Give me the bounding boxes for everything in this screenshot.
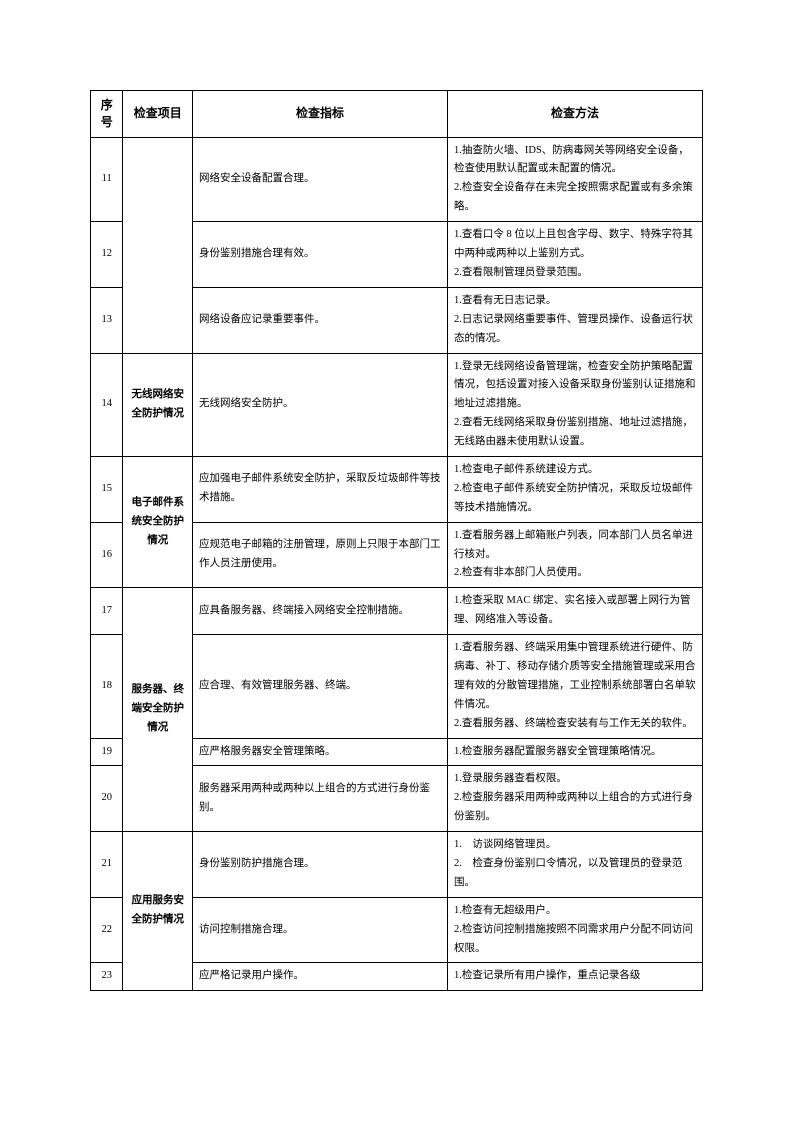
method-cell: 1. 访谈网络管理员。 2. 检查身份鉴别口令情况，以及管理员的登录范围。 — [447, 832, 702, 898]
table-row: 13 网络设备应记录重要事件。 1.查看有无日志记录。 2.日志记录网络重要事件… — [91, 287, 703, 353]
inspection-table: 序号 检查项目 检查指标 检查方法 11 网络安全设备配置合理。 1.抽查防火墙… — [90, 90, 703, 991]
item-cell: 无线网络安全防护情况 — [123, 353, 193, 456]
method-cell: 1.查看服务器上邮箱账户列表，同本部门人员名单进行核对。 2.检查有非本部门人员… — [447, 522, 702, 588]
indicator-cell: 身份鉴别防护措施合理。 — [192, 832, 447, 898]
indicator-cell: 应严格服务器安全管理策略。 — [192, 738, 447, 766]
table-header-row: 序号 检查项目 检查指标 检查方法 — [91, 91, 703, 138]
seq-cell: 13 — [91, 287, 123, 353]
seq-cell: 15 — [91, 456, 123, 522]
seq-cell: 20 — [91, 766, 123, 832]
method-cell: 1.检查记录所有用户操作，重点记录各级 — [447, 963, 702, 991]
indicator-cell: 访问控制措施合理。 — [192, 897, 447, 963]
header-item: 检查项目 — [123, 91, 193, 138]
seq-cell: 12 — [91, 222, 123, 288]
header-indicator: 检查指标 — [192, 91, 447, 138]
item-cell — [123, 287, 193, 353]
method-cell: 1.登录服务器查看权限。 2.检查服务器采用两种或两种以上组合的方式进行身份鉴别… — [447, 766, 702, 832]
seq-cell: 16 — [91, 522, 123, 588]
indicator-cell: 服务器采用两种或两种以上组合的方式进行身份鉴别。 — [192, 766, 447, 832]
indicator-cell: 应加强电子邮件系统安全防护，采取反垃圾邮件等技术措施。 — [192, 456, 447, 522]
table-row: 21 应用服务安全防护情况 身份鉴别防护措施合理。 1. 访谈网络管理员。 2.… — [91, 832, 703, 898]
item-cell: 电子邮件系统安全防护情况 — [123, 456, 193, 587]
table-body: 11 网络安全设备配置合理。 1.抽查防火墙、IDS、防病毒网关等网络安全设备，… — [91, 137, 703, 991]
seq-cell: 22 — [91, 897, 123, 963]
indicator-cell: 网络设备应记录重要事件。 — [192, 287, 447, 353]
seq-cell: 23 — [91, 963, 123, 991]
table-row: 11 网络安全设备配置合理。 1.抽查防火墙、IDS、防病毒网关等网络安全设备，… — [91, 137, 703, 222]
method-cell: 1.检查服务器配置服务器安全管理策略情况。 — [447, 738, 702, 766]
seq-cell: 17 — [91, 588, 123, 635]
table-row: 12 身份鉴别措施合理有效。 1.查看口令 8 位以上且包含字母、数字、特殊字符… — [91, 222, 703, 288]
method-cell: 1.检查采取 MAC 绑定、实名接入或部署上网行为管理、网络准入等设备。 — [447, 588, 702, 635]
method-cell: 1.登录无线网络设备管理端，检查安全防护策略配置情况，包括设置对接入设备采取身份… — [447, 353, 702, 456]
indicator-cell: 应严格记录用户操作。 — [192, 963, 447, 991]
indicator-cell: 应合理、有效管理服务器、终端。 — [192, 635, 447, 738]
item-cell: 应用服务安全防护情况 — [123, 832, 193, 991]
indicator-cell: 身份鉴别措施合理有效。 — [192, 222, 447, 288]
indicator-cell: 网络安全设备配置合理。 — [192, 137, 447, 222]
seq-cell: 18 — [91, 635, 123, 738]
method-cell: 1.查看口令 8 位以上且包含字母、数字、特殊字符其中两种或两种以上鉴别方式。 … — [447, 222, 702, 288]
table-row: 17 服务器、终端安全防护情况 应具备服务器、终端接入网络安全控制措施。 1.检… — [91, 588, 703, 635]
method-cell: 1.抽查防火墙、IDS、防病毒网关等网络安全设备，检查使用默认配置或未配置的情况… — [447, 137, 702, 222]
method-cell: 1.查看服务器、终端采用集中管理系统进行硬件、防病毒、补丁、移动存储介质等安全措… — [447, 635, 702, 738]
indicator-cell: 无线网络安全防护。 — [192, 353, 447, 456]
seq-cell: 21 — [91, 832, 123, 898]
header-seq: 序号 — [91, 91, 123, 138]
seq-cell: 14 — [91, 353, 123, 456]
indicator-cell: 应规范电子邮箱的注册管理，原则上只限于本部门工作人员注册使用。 — [192, 522, 447, 588]
item-cell — [123, 137, 193, 222]
item-cell: 服务器、终端安全防护情况 — [123, 588, 193, 832]
header-method: 检查方法 — [447, 91, 702, 138]
seq-cell: 11 — [91, 137, 123, 222]
table-row: 14 无线网络安全防护情况 无线网络安全防护。 1.登录无线网络设备管理端，检查… — [91, 353, 703, 456]
table-row: 15 电子邮件系统安全防护情况 应加强电子邮件系统安全防护，采取反垃圾邮件等技术… — [91, 456, 703, 522]
item-cell — [123, 222, 193, 288]
seq-cell: 19 — [91, 738, 123, 766]
method-cell: 1.检查有无超级用户。 2.检查访问控制措施按照不同需求用户分配不同访问权限。 — [447, 897, 702, 963]
method-cell: 1.查看有无日志记录。 2.日志记录网络重要事件、管理员操作、设备运行状态的情况… — [447, 287, 702, 353]
indicator-cell: 应具备服务器、终端接入网络安全控制措施。 — [192, 588, 447, 635]
method-cell: 1.检查电子邮件系统建设方式。 2.检查电子邮件系统安全防护情况，采取反垃圾邮件… — [447, 456, 702, 522]
